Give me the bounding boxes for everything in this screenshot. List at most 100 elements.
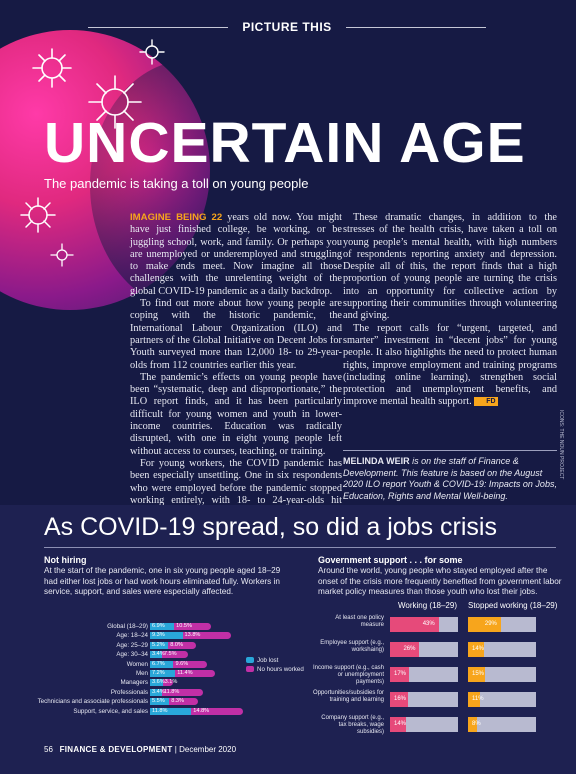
- article-paragraph: IMAGINE BEING 22 years old now. You migh…: [130, 212, 342, 298]
- infographic-section: As COVID-19 spread, so did a jobs crisis…: [0, 505, 576, 774]
- legend-swatch: [246, 666, 254, 672]
- photo-credit: ICONS: THE NOUN PROJECT: [558, 410, 564, 480]
- legend-swatch: [246, 657, 254, 663]
- bar-track: 15%: [468, 667, 536, 682]
- column-header-working: Working (18–29): [398, 601, 457, 610]
- lead-in: IMAGINE BEING 22: [130, 212, 223, 223]
- chart-row: Age: 30–34 3.4% 7.5%: [44, 651, 284, 659]
- virus-icon: [20, 197, 56, 233]
- bar-job-lost: 11.8%: [150, 707, 192, 715]
- author-note: MELINDA WEIR is on the staff of Finance …: [343, 456, 557, 502]
- bar-job-lost: 3.4%: [150, 651, 165, 659]
- bar-value-label: 26%: [403, 646, 416, 652]
- chart-row: Age: 25–29 5.2% 8.0%: [44, 641, 284, 650]
- chart-row: Managers 3.6% 3.1%: [44, 679, 284, 687]
- page-number: 56: [44, 745, 53, 754]
- article-paragraph: The report calls for “urgent, targeted, …: [343, 323, 557, 409]
- government-support-chart: Working (18–29) Stopped working (18–29) …: [312, 601, 562, 751]
- bar-working: [390, 717, 406, 732]
- page-title: UNCERTAIN AGE: [44, 111, 526, 175]
- bar-stopped-working: [468, 642, 484, 657]
- column-header-stopped: Stopped working (18–29): [468, 601, 558, 610]
- bar-no-hours-worked: 10.5%: [174, 623, 211, 630]
- left-panel-heading: Not hiring: [44, 555, 87, 565]
- category-label: Global (18–29): [107, 623, 148, 630]
- article-paragraph: To find out more about how young people …: [130, 298, 342, 371]
- category-label: Age: 25–29: [116, 641, 148, 649]
- bar-no-hours-worked: 13.8%: [182, 632, 231, 640]
- category-label: Company support (e.g., tax breaks, wage …: [321, 715, 384, 735]
- right-panel-description: Around the world, young people who staye…: [318, 566, 562, 596]
- bar-no-hours-worked: 11.8%: [161, 688, 204, 696]
- category-label: Age: 30–34: [116, 651, 148, 659]
- virus-icon: [88, 75, 142, 129]
- legend-item: No hours worked: [246, 665, 304, 674]
- issue-date: December 2020: [179, 745, 237, 754]
- bar-value-label: 15%: [472, 671, 485, 677]
- chart-row: Employee support (e.g., workshaing) 26% 14…: [312, 640, 562, 662]
- chart-row: Opportunities/subsidies for training and…: [312, 690, 562, 712]
- bar-track: 43%: [390, 617, 458, 632]
- bar-value-label: 17%: [394, 671, 407, 677]
- bar-working: [390, 692, 409, 707]
- category-label: Men: [135, 670, 148, 677]
- bar-value-label: 29%: [484, 621, 497, 627]
- article-column-left: IMAGINE BEING 22 years old now. You migh…: [130, 212, 342, 505]
- article-paragraph: The pandemic’s effects on young people h…: [130, 371, 342, 457]
- hero-gradient-shade: [90, 60, 290, 310]
- feature-section: PICTURE THIS UNCERTAIN AGE The pandemic …: [0, 20, 564, 505]
- bar-working: [390, 667, 410, 682]
- right-panel-heading: Government support . . . for some: [318, 555, 463, 565]
- paragraph-text: years old now. You might have just finis…: [130, 212, 342, 297]
- category-label: Opportunities/subsidies for training and…: [312, 690, 384, 703]
- bar-value-label: 14%: [472, 646, 485, 652]
- bar-no-hours-worked: 14.8%: [191, 707, 244, 715]
- chart-row: Technicians and associate professionals 5…: [38, 698, 284, 706]
- category-label: At least one policy measure: [335, 615, 384, 628]
- category-label: Professionals: [110, 688, 148, 696]
- bar-stopped-working: [468, 617, 501, 632]
- bar-job-lost: 6.7%: [150, 660, 174, 668]
- virus-icon: [139, 39, 165, 65]
- bar-working: [390, 642, 420, 657]
- bar-value-label: 8%: [472, 721, 481, 727]
- chart-legend: Job lost No hours worked: [246, 656, 304, 674]
- virus-icon-cluster: [20, 39, 165, 267]
- virus-icon: [50, 243, 74, 267]
- chart-row: Women 6.7% 9.6%: [44, 660, 284, 669]
- category-label: Women: [126, 660, 148, 668]
- bar-job-lost: 6.9%: [150, 623, 175, 630]
- bar-track: 11%: [468, 692, 536, 707]
- bar-value-label: 11%: [472, 696, 484, 702]
- chart-row: Support, service, and sales 11.8% 14.8%: [44, 707, 284, 716]
- bar-job-lost: 5.5%: [150, 698, 170, 706]
- jobs-lost-chart: Global (18–29) 6.9% 10.5% Age: 18–24 9.3% 13.…: [38, 623, 284, 753]
- chart-row: Global (18–29) 6.9% 10.5%: [44, 623, 284, 631]
- category-label: Managers: [120, 679, 148, 687]
- article-paragraph: These dramatic changes, in addition to t…: [343, 212, 557, 322]
- category-label: Technicians and associate professionals: [37, 698, 148, 706]
- author-bio: is on the staff of Finance & Development…: [343, 456, 557, 501]
- page-subtitle: The pandemic is taking a toll on young p…: [44, 176, 309, 191]
- chart-row: Age: 18–24 9.3% 13.8%: [44, 632, 284, 640]
- bar-no-hours-worked: 8.0%: [168, 641, 197, 649]
- bar-no-hours-worked: 8.3%: [169, 698, 199, 706]
- bar-no-hours-worked: 3.1%: [162, 679, 178, 687]
- infographic-divider: [44, 547, 556, 548]
- category-label: Employee support (e.g., workshaing): [320, 640, 384, 653]
- bar-track: 29%: [468, 617, 536, 632]
- bar-track: 16%: [390, 692, 458, 707]
- bar-no-hours-worked: 9.6%: [173, 660, 208, 668]
- bar-track: 14%: [390, 717, 458, 732]
- bar-value-label: 14%: [394, 721, 407, 727]
- chart-row: Men 7.2% 11.4%: [44, 670, 284, 678]
- category-label: Support, service, and sales: [73, 707, 148, 715]
- bar-value-label: 43%: [422, 621, 435, 627]
- section-label-text: PICTURE THIS: [242, 20, 332, 34]
- bar-working: [390, 617, 439, 632]
- legend-label: Job lost: [257, 657, 279, 664]
- bar-job-lost: 9.3%: [150, 632, 183, 640]
- section-rule-right: [346, 27, 486, 28]
- bar-job-lost: 7.2%: [150, 670, 176, 677]
- bar-job-lost: 3.4%: [150, 688, 165, 696]
